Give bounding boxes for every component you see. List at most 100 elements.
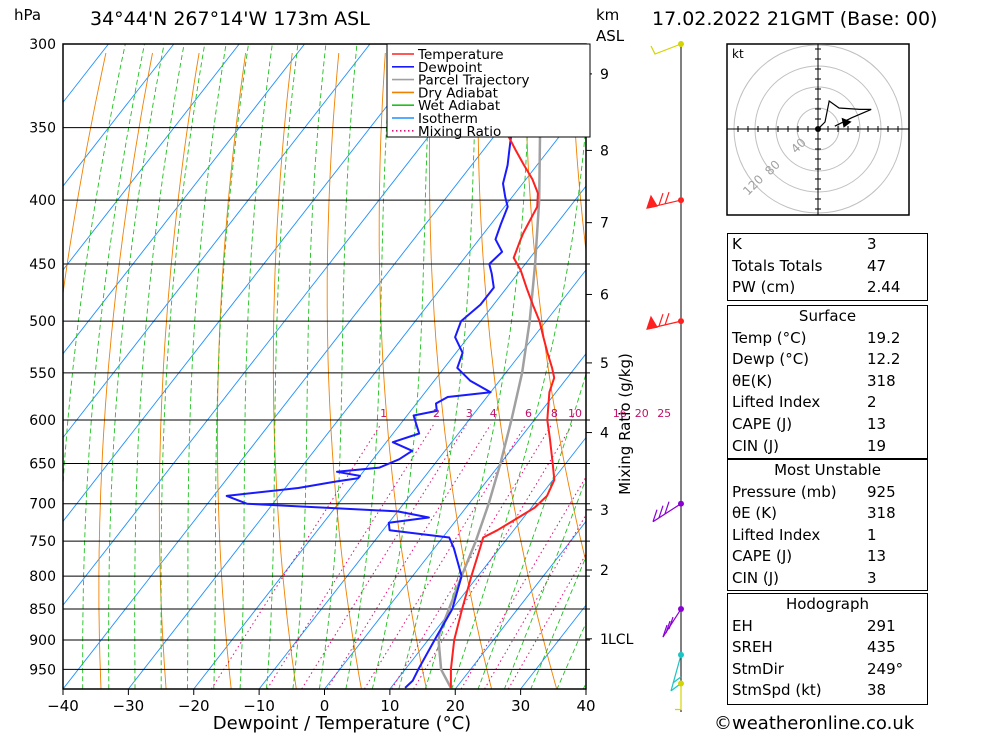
wet-adiabat-line: [530, 555, 586, 689]
isotherm-line: [63, 44, 371, 439]
most-unstable-value: 13: [867, 547, 887, 566]
pressure-tick-label: 750: [29, 534, 56, 550]
wet-adiabat-line: [82, 44, 145, 689]
x-axis-title: Dewpoint / Temperature (°C): [213, 713, 471, 733]
most-unstable-row: θE (K) 318: [728, 503, 927, 525]
pressure-tick-label: 900: [29, 633, 56, 649]
wet-adiabat-line: [503, 477, 586, 689]
hodograph-stat-row: StmDir 249°: [728, 659, 927, 681]
mixing-ratio-line: [507, 553, 586, 689]
indices-panel: K 3 Totals Totals 47 PW (cm) 2.44: [727, 233, 928, 301]
wind-barb: [646, 312, 682, 330]
most-unstable-value: 925: [867, 482, 896, 501]
dry-adiabat-line: [326, 52, 362, 689]
index-row: PW (cm) 2.44: [728, 277, 927, 299]
km-tick-label: 2: [600, 563, 609, 579]
mixing-ratio-label: 6: [525, 407, 532, 420]
dry-adiabat-line: [991, 53, 1000, 689]
km-tick-label: 8: [600, 143, 609, 159]
wind-barb: [675, 683, 682, 711]
dry-adiabat-line: [571, 52, 586, 255]
most-unstable-title: Most Unstable: [774, 461, 881, 479]
surface-title: Surface: [798, 307, 857, 325]
most-unstable-panel: Most Unstable Pressure (mb) 925 θE (K) 318 L…: [727, 459, 928, 591]
mixing-ratio-line: [266, 424, 435, 689]
wet-adiabat-line: [371, 44, 433, 689]
legend-label: Dry Adiabat: [418, 85, 498, 101]
storm-motion-marker: [841, 117, 852, 128]
most-unstable-label: θE (K): [732, 504, 777, 523]
pressure-tick-label: 650: [29, 456, 56, 472]
hodograph-stat-value: 435: [867, 638, 896, 657]
surface-row: CAPE (J) 13: [728, 414, 927, 436]
dry-adiabat-line: [378, 52, 427, 689]
mixing-ratio-label: 25: [657, 407, 671, 420]
surface-label: CAPE (J): [732, 414, 793, 433]
isotherm-line: [63, 44, 175, 187]
most-unstable-row: CAPE (J) 13: [728, 546, 927, 568]
surface-value: 318: [867, 371, 896, 390]
mixing-ratio-label: 1: [380, 407, 387, 420]
km-tick-label: 7: [600, 216, 609, 232]
hodograph-stat-label: StmDir: [732, 659, 784, 678]
pressure-axis: 300 350 400 450 500 550 600 650 700 750 800 850 900 9…: [29, 37, 56, 678]
hodograph-origin: [815, 126, 821, 132]
most-unstable-value: 3: [867, 568, 877, 587]
plot-frame: [62, 43, 587, 690]
mixing-ratio-label: 20: [635, 407, 649, 420]
isotherm-line: [258, 269, 586, 689]
x-tick-label: −40: [47, 697, 79, 715]
parcel-trajectory-series: [437, 44, 542, 689]
wind-barb: [652, 501, 682, 523]
x-tick-label: 10: [380, 697, 399, 715]
pressure-gridlines: [63, 43, 590, 670]
most-unstable-row: CIN (J) 3: [728, 568, 927, 590]
mixing-ratio-label: 8: [551, 407, 558, 420]
surface-row: CIN (J) 19: [728, 436, 927, 458]
pressure-tick-label: 550: [29, 366, 56, 382]
wind-barb-column: [646, 41, 684, 712]
most-unstable-label: Lifted Index: [732, 525, 821, 544]
most-unstable-label: CAPE (J): [732, 547, 793, 566]
dry-adiabat-line: [63, 52, 107, 297]
index-label: K: [732, 235, 742, 253]
surface-value: 2: [867, 393, 877, 412]
isotherm-line: [128, 101, 586, 689]
wet-adiabat-line: [134, 44, 185, 689]
wind-barb: [662, 608, 682, 638]
pressure-unit-label: hPa: [14, 6, 41, 24]
wet-adiabat-line: [292, 44, 327, 689]
dry-adiabat-line: [477, 52, 558, 689]
mixing-ratio-label: 10: [568, 407, 582, 420]
mixing-ratio-line: [460, 475, 586, 689]
surface-panel: Surface Temp (°C) 19.2 Dewp (°C) 12.2 θE(K) 3…: [727, 305, 928, 459]
pressure-tick-label: 350: [29, 121, 56, 137]
pressure-tick-label: 300: [29, 37, 56, 53]
datetime-label: 17.02.2022 21GMT (Base: 00): [652, 8, 937, 30]
x-tick-label: −10: [243, 697, 275, 715]
temperature-axis: −40 −30 −20 −10 0 10 20 30 40: [47, 689, 596, 715]
wind-barb: [646, 191, 682, 209]
hodograph-stat-value: 249°: [867, 659, 904, 678]
pressure-tick-label: 400: [29, 193, 56, 209]
most-unstable-value: 318: [867, 504, 896, 523]
legend-label: Parcel Trajectory: [418, 73, 530, 89]
dry-adiabat-line: [216, 52, 247, 689]
dewpoint-series: [225, 44, 513, 689]
mixing-ratio-line: [484, 513, 586, 689]
km-tick-label: 5: [600, 356, 609, 372]
isotherm-line: [63, 44, 436, 523]
surface-label: Dewp (°C): [732, 350, 810, 369]
km-tick-label: 1: [600, 632, 609, 648]
lcl-label: LCL: [608, 632, 634, 648]
height-axis: 9 8 7 6 5 4 3 2 1 LCL: [586, 67, 634, 648]
asl-unit-label: ASL: [596, 27, 625, 45]
surface-label: Lifted Index: [732, 393, 821, 412]
pressure-tick-label: 800: [29, 569, 56, 585]
hodograph-trace: [817, 99, 872, 130]
mixing-ratio-label: 16: [613, 407, 627, 420]
isotherm-line: [324, 353, 586, 689]
mixing-ratio-line: [301, 424, 467, 689]
